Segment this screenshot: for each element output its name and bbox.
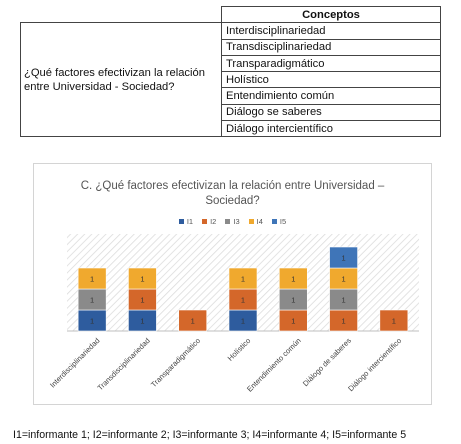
footnote: I1=informante 1; I2=informante 2; I3=inf… <box>13 429 407 441</box>
concept-cell: Interdisciplinariedad <box>221 22 441 40</box>
concepts-table: Conceptos ¿Qué factores efectivizan la r… <box>20 5 441 138</box>
data-label: 1 <box>241 317 245 326</box>
bar-segment-i2 <box>379 309 409 332</box>
data-label: 1 <box>291 317 295 326</box>
chart-plot: 1 1 1 Interdisciplinariedad 1 1 1 Transdiscipli… <box>48 234 419 394</box>
concept-cell: Diálogo se saberes <box>221 103 441 122</box>
data-label: 1 <box>241 296 245 305</box>
x-tick-label: Diálogo intercientífico <box>346 336 403 393</box>
legend-label: I5 <box>279 217 287 226</box>
x-tick-label: Entendimiento común <box>245 336 303 394</box>
data-label: 1 <box>291 275 295 284</box>
x-tick-label: Interdisciplinariedad <box>48 336 102 390</box>
bar-segment-i4 <box>77 267 107 290</box>
data-label: 1 <box>140 275 144 284</box>
concept-cell: Transparadigmático <box>221 54 441 73</box>
legend-item: I4 <box>248 217 263 226</box>
concept-cell: Entendimiento común <box>221 87 441 105</box>
data-label: 1 <box>341 275 345 284</box>
data-label: 1 <box>140 296 144 305</box>
data-label: 1 <box>140 317 144 326</box>
legend-swatch <box>178 219 184 224</box>
data-label: 1 <box>90 275 94 284</box>
concept-cell: Diálogo intercientífico <box>221 120 441 138</box>
chart-title-line-2: Sociedad? <box>205 195 260 207</box>
legend-swatch <box>202 219 208 224</box>
data-label: 1 <box>341 254 345 263</box>
chart-legend: I1 I2 I3 I4 I5 <box>34 217 431 226</box>
x-tick-label: Transdisciplinariedad <box>96 336 152 392</box>
question-cell: ¿Qué factores efectivizan la relación en… <box>20 22 222 138</box>
legend-swatch <box>225 219 231 224</box>
concepts-header: Conceptos <box>221 5 441 24</box>
data-label: 1 <box>191 317 195 326</box>
legend-label: I1 <box>186 217 194 226</box>
data-label: 1 <box>90 317 94 326</box>
legend-item: I5 <box>271 217 287 226</box>
legend-item: I3 <box>225 217 240 226</box>
x-tick-label: Diálogo de saberes <box>301 336 353 388</box>
legend-label: I4 <box>256 217 263 226</box>
data-label: 1 <box>241 275 245 284</box>
legend-swatch <box>271 219 277 224</box>
table-corner <box>20 6 222 24</box>
legend-label: I2 <box>210 217 217 226</box>
bar-segment-i2 <box>178 309 208 332</box>
concept-cell: Transdisciplinariedad <box>221 38 441 56</box>
bar-segment-i4 <box>128 267 157 290</box>
x-tick-label: Holístico <box>226 336 253 363</box>
legend-swatch <box>248 219 254 224</box>
data-label: 1 <box>291 296 295 305</box>
data-label: 1 <box>90 296 94 305</box>
bar-segment-i4 <box>278 267 308 290</box>
legend-item: I1 <box>178 217 194 226</box>
x-tick-label: Transparadigmático <box>149 336 202 389</box>
chart-title: C. ¿Qué factores efectivizan la relación… <box>34 179 431 209</box>
bar-segment-i4 <box>228 267 258 290</box>
bar-segment-i5 <box>329 246 358 269</box>
legend-item: I2 <box>202 217 216 226</box>
legend-label: I3 <box>233 217 240 226</box>
data-label: 1 <box>341 296 345 305</box>
chart-title-line-1: C. ¿Qué factores efectivizan la relación… <box>80 180 385 192</box>
data-label: 1 <box>341 317 345 326</box>
data-label: 1 <box>392 317 396 326</box>
concept-cell: Holístico <box>221 71 441 89</box>
chart-container: C. ¿Qué factores efectivizan la relación… <box>33 163 432 405</box>
